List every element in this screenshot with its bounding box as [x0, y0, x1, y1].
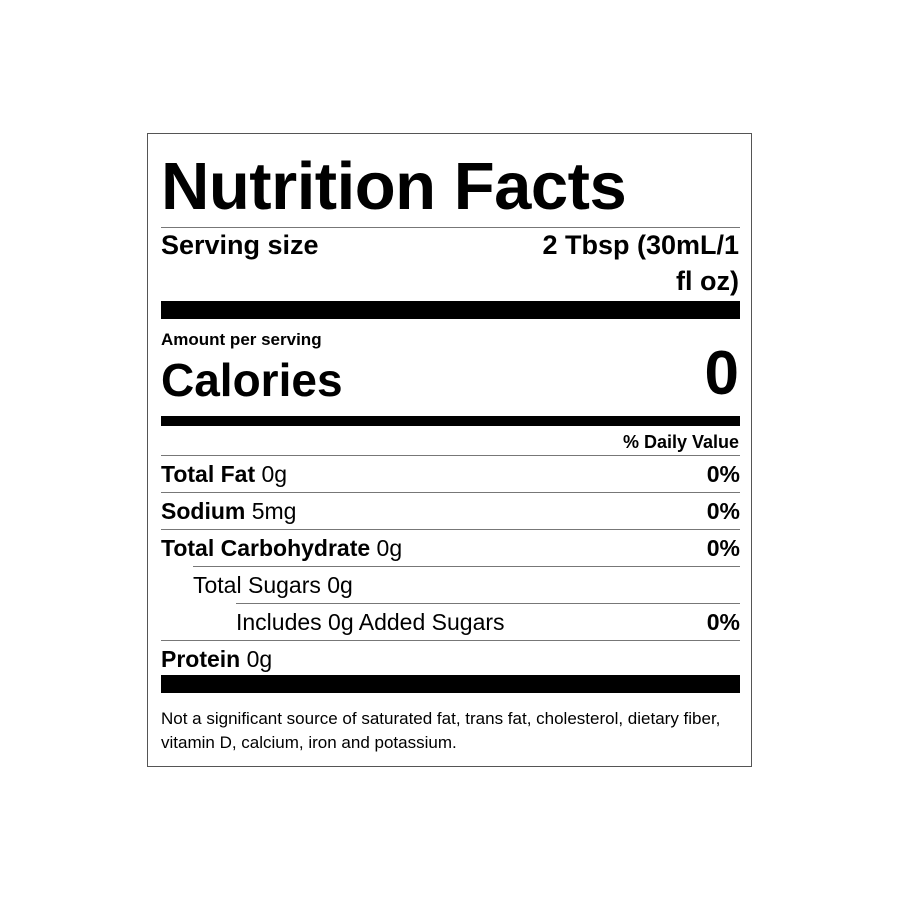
- nutrient-name: Total Carbohydrate: [161, 535, 371, 561]
- calories-label: Calories: [161, 354, 343, 406]
- nutrient-amount: 0g: [246, 646, 273, 672]
- rule: [161, 529, 740, 530]
- nutrient-name: Sodium: [161, 498, 246, 524]
- nutrient-label: Total Sugars 0g: [161, 572, 353, 598]
- nutrient-text: Includes 0g Added Sugars: [236, 609, 505, 635]
- nutrient-label: Protein 0g: [161, 646, 272, 672]
- nutrient-row: Total Fat 0g 0%: [161, 456, 740, 492]
- title: Nutrition Facts: [161, 149, 627, 224]
- daily-value: 0%: [706, 498, 740, 524]
- thick-rule: [161, 301, 740, 319]
- nutrient-row: Total Carbohydrate 0g 0%: [161, 530, 740, 566]
- daily-value-header: % Daily Value: [622, 432, 739, 452]
- serving-size-label: Serving size: [161, 230, 319, 260]
- serving-size-value: fl oz): [676, 266, 739, 296]
- nutrient-label: Sodium 5mg: [161, 498, 296, 524]
- rule: [161, 227, 740, 228]
- footnote: Not a significant source of saturated fa…: [161, 709, 721, 752]
- rule: [161, 455, 740, 456]
- nutrient-amount: 5mg: [251, 498, 297, 524]
- rule: [236, 603, 740, 604]
- nutrient-name: Protein: [161, 646, 241, 672]
- nutrient-row: Protein 0g: [161, 641, 740, 677]
- nutrient-label: Total Fat 0g: [161, 461, 287, 487]
- daily-value: 0%: [706, 609, 740, 635]
- rule: [161, 492, 740, 493]
- thick-rule: [161, 675, 740, 693]
- rule: [161, 640, 740, 641]
- rule: [193, 566, 740, 567]
- nutrient-amount: 0g: [261, 461, 288, 487]
- serving-size-value: 2 Tbsp (30mL/1: [542, 230, 739, 260]
- nutrient-label: Total Carbohydrate 0g: [161, 535, 402, 561]
- nutrient-row: Sodium 5mg 0%: [161, 493, 740, 529]
- amount-per-serving: Amount per serving: [161, 330, 322, 349]
- nutrient-label: Includes 0g Added Sugars: [161, 609, 505, 635]
- nutrient-text: Total Sugars 0g: [193, 572, 353, 598]
- daily-value: 0%: [706, 535, 740, 561]
- nutrient-amount: 0g: [376, 535, 403, 561]
- daily-value: 0%: [706, 461, 740, 487]
- nutrient-name: Total Fat: [161, 461, 256, 487]
- calories-value: 0: [704, 339, 739, 408]
- nutrient-row: Total Sugars 0g: [161, 567, 740, 603]
- nutrient-row: Includes 0g Added Sugars 0%: [161, 604, 740, 640]
- nutrition-label: Nutrition Facts Serving size 2 Tbsp (30m…: [147, 133, 752, 767]
- thick-rule: [161, 416, 740, 426]
